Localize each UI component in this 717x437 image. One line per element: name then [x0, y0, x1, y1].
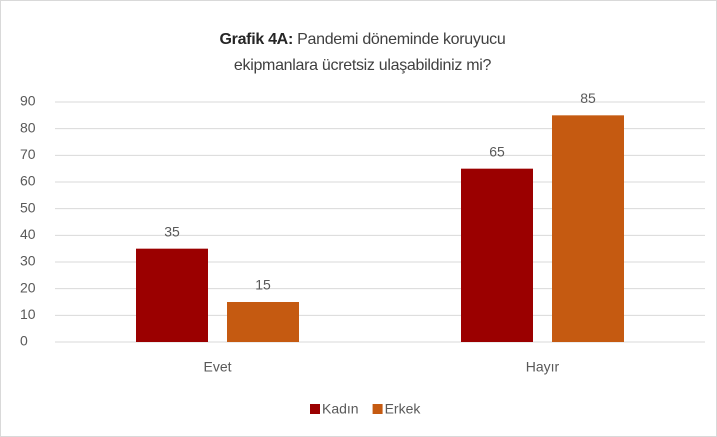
y-tick-label: 0: [20, 333, 28, 349]
y-tick-label: 20: [20, 279, 36, 295]
y-tick-label: 30: [20, 253, 36, 269]
chart-title-label: Grafik 4A:: [219, 31, 294, 48]
x-tick-label: Evet: [203, 359, 231, 375]
bar: [227, 302, 299, 342]
legend-label: Erkek: [385, 401, 422, 417]
data-label: 85: [580, 90, 596, 106]
chart-title-box: Grafik 4A: Pandemi döneminde koruyucu ek…: [190, 27, 535, 79]
data-label: 65: [489, 143, 505, 159]
x-tick-label: Hayır: [526, 359, 560, 375]
legend-label: Kadın: [322, 401, 359, 417]
y-tick-label: 70: [20, 146, 36, 162]
bar: [552, 115, 624, 342]
y-tick-label: 10: [20, 306, 36, 322]
data-label: 15: [255, 277, 271, 293]
legend-swatch: [310, 404, 320, 414]
y-tick-label: 80: [20, 119, 36, 135]
legend-swatch: [372, 404, 383, 414]
y-tick-label: 50: [20, 199, 36, 215]
bar: [136, 248, 208, 342]
y-tick-label: 60: [20, 173, 36, 189]
data-label: 35: [164, 223, 180, 239]
bar: [461, 168, 533, 342]
y-tick-label: 40: [20, 226, 36, 242]
chart-title: Pandemi döneminde koruyucu ekipmanlara ü…: [233, 31, 506, 74]
y-tick-label: 90: [20, 93, 36, 109]
